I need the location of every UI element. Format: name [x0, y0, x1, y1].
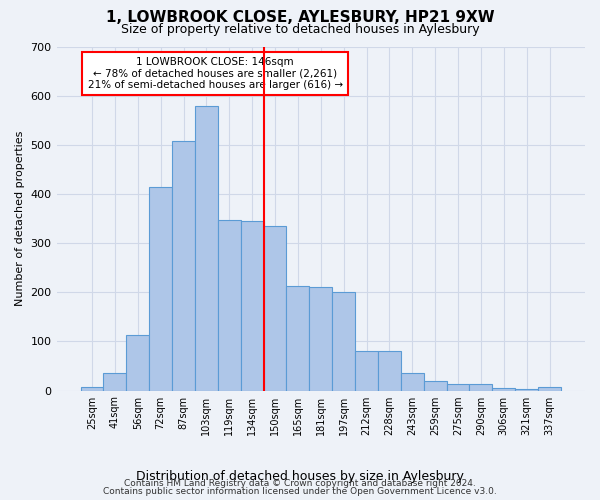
Text: Contains public sector information licensed under the Open Government Licence v3: Contains public sector information licen…: [103, 487, 497, 496]
Bar: [401, 374, 424, 390]
Bar: [515, 389, 538, 390]
Bar: [263, 226, 286, 390]
Bar: [538, 386, 561, 390]
Bar: [424, 381, 446, 390]
Bar: [103, 374, 127, 390]
Bar: [127, 335, 149, 390]
Bar: [378, 352, 401, 391]
Text: 1 LOWBROOK CLOSE: 146sqm
← 78% of detached houses are smaller (2,261)
21% of sem: 1 LOWBROOK CLOSE: 146sqm ← 78% of detach…: [88, 57, 343, 90]
Bar: [241, 221, 263, 390]
Bar: [218, 220, 241, 390]
Bar: [310, 288, 332, 391]
Bar: [355, 352, 378, 391]
Bar: [469, 384, 493, 390]
Bar: [172, 141, 195, 390]
Bar: [149, 186, 172, 390]
Text: Distribution of detached houses by size in Aylesbury: Distribution of detached houses by size …: [136, 470, 464, 483]
Bar: [332, 292, 355, 390]
Bar: [286, 286, 310, 391]
Text: 1, LOWBROOK CLOSE, AYLESBURY, HP21 9XW: 1, LOWBROOK CLOSE, AYLESBURY, HP21 9XW: [106, 10, 494, 25]
Text: Size of property relative to detached houses in Aylesbury: Size of property relative to detached ho…: [121, 22, 479, 36]
Text: Contains HM Land Registry data © Crown copyright and database right 2024.: Contains HM Land Registry data © Crown c…: [124, 478, 476, 488]
Bar: [446, 384, 469, 390]
Bar: [80, 386, 103, 390]
Bar: [195, 106, 218, 391]
Y-axis label: Number of detached properties: Number of detached properties: [15, 131, 25, 306]
Bar: [493, 388, 515, 390]
